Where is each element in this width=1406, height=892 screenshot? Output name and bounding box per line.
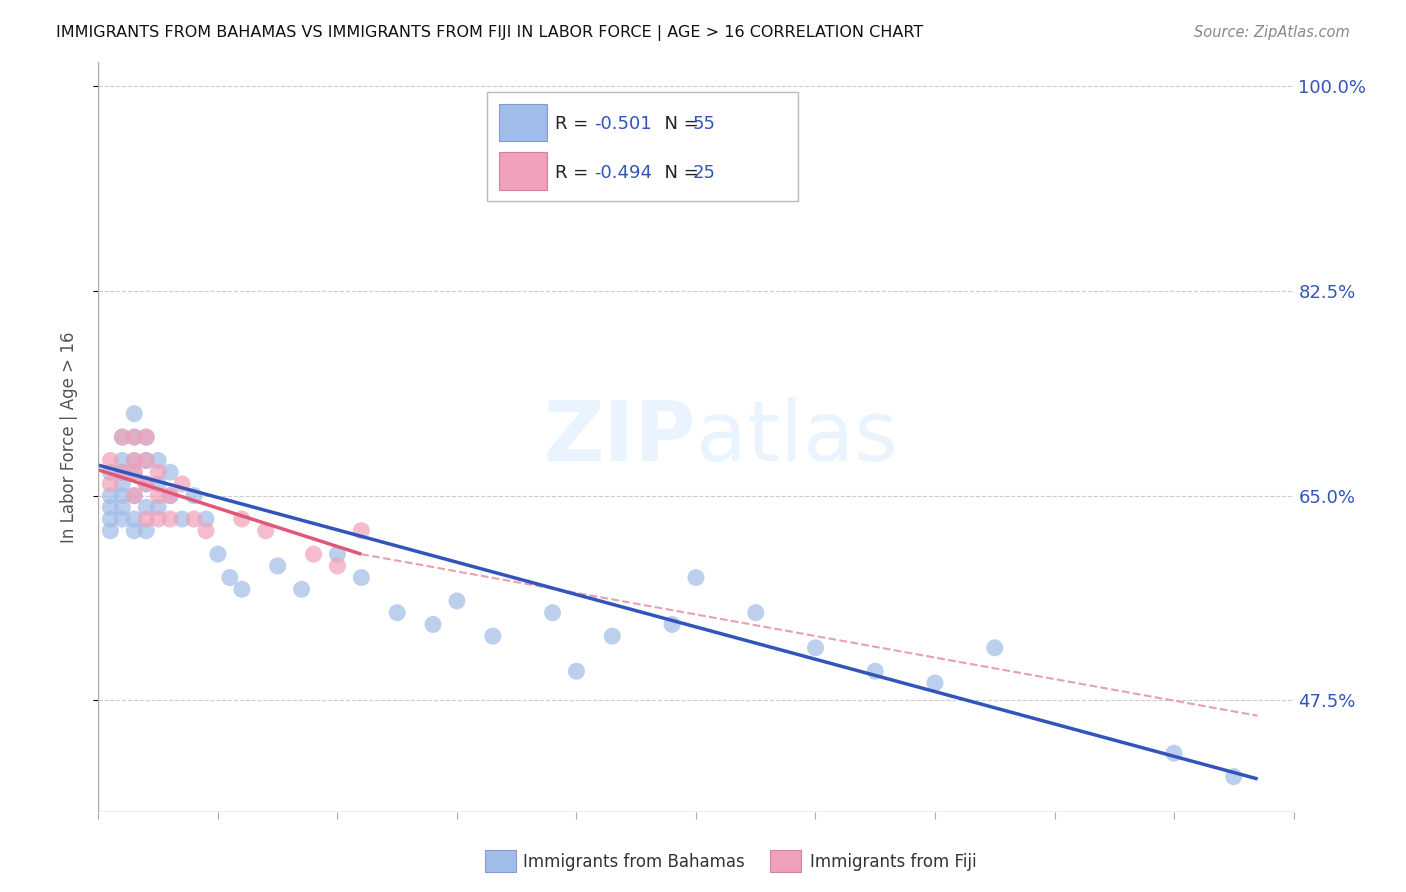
Point [172, 512, 194, 526]
Point [148, 465, 170, 479]
Point [124, 524, 146, 538]
Point [148, 476, 170, 491]
Point [422, 617, 444, 632]
Point [124, 407, 146, 421]
Text: Immigrants from Bahamas: Immigrants from Bahamas [523, 853, 745, 871]
Point [135, 430, 157, 444]
Point [446, 594, 468, 608]
Point [135, 524, 157, 538]
Point [111, 465, 134, 479]
Text: Source: ZipAtlas.com: Source: ZipAtlas.com [1194, 25, 1350, 40]
Text: N =: N = [652, 164, 704, 182]
Point [98, 453, 122, 467]
Point [159, 512, 181, 526]
Point [124, 430, 146, 444]
Text: 25: 25 [692, 164, 716, 182]
Point [98, 465, 122, 479]
Point [135, 500, 157, 515]
Point [135, 476, 157, 491]
Point [124, 453, 146, 467]
Point [98, 489, 122, 503]
Point [350, 571, 373, 585]
FancyBboxPatch shape [486, 93, 797, 201]
Point [350, 524, 373, 538]
Text: 55: 55 [692, 115, 716, 133]
Point [602, 629, 624, 643]
Point [98, 500, 122, 515]
Point [159, 489, 181, 503]
Text: atlas: atlas [696, 397, 897, 477]
Point [865, 664, 887, 678]
Point [326, 558, 349, 573]
Text: N =: N = [652, 115, 704, 133]
Bar [499, 103, 547, 141]
Point [135, 453, 157, 467]
Point [482, 629, 505, 643]
Point [745, 606, 768, 620]
Point [124, 465, 146, 479]
Point [111, 489, 134, 503]
Point [541, 606, 564, 620]
Point [804, 640, 827, 655]
Text: -0.494: -0.494 [595, 164, 652, 182]
Point [302, 547, 325, 561]
Text: Immigrants from Fiji: Immigrants from Fiji [810, 853, 977, 871]
Point [111, 512, 134, 526]
Point [124, 489, 146, 503]
Point [124, 512, 146, 526]
Text: R =: R = [555, 164, 593, 182]
Point [326, 547, 349, 561]
Text: -0.501: -0.501 [595, 115, 652, 133]
Point [148, 489, 170, 503]
Point [111, 500, 134, 515]
Point [148, 512, 170, 526]
Point [207, 547, 229, 561]
Point [195, 512, 218, 526]
Point [159, 465, 181, 479]
Point [565, 664, 588, 678]
Point [111, 465, 134, 479]
Point [267, 558, 290, 573]
Point [124, 453, 146, 467]
Point [135, 453, 157, 467]
Y-axis label: In Labor Force | Age > 16: In Labor Force | Age > 16 [59, 331, 77, 543]
Point [98, 512, 122, 526]
Point [124, 465, 146, 479]
Point [1163, 746, 1185, 760]
Point [685, 571, 707, 585]
Point [135, 476, 157, 491]
Text: ZIP: ZIP [544, 397, 696, 477]
Point [924, 676, 946, 690]
Bar [499, 153, 547, 190]
Point [231, 582, 253, 597]
Point [135, 430, 157, 444]
Point [254, 524, 277, 538]
Point [661, 617, 683, 632]
Point [219, 571, 242, 585]
Point [159, 489, 181, 503]
Point [291, 582, 314, 597]
Point [135, 512, 157, 526]
Point [124, 430, 146, 444]
Point [195, 524, 218, 538]
Point [231, 512, 253, 526]
Point [98, 476, 122, 491]
Point [111, 453, 134, 467]
Point [124, 489, 146, 503]
Point [111, 430, 134, 444]
Point [1223, 770, 1246, 784]
Point [111, 476, 134, 491]
Point [183, 489, 205, 503]
Point [385, 606, 409, 620]
Point [148, 453, 170, 467]
Text: R =: R = [555, 115, 593, 133]
Point [98, 524, 122, 538]
Text: IMMIGRANTS FROM BAHAMAS VS IMMIGRANTS FROM FIJI IN LABOR FORCE | AGE > 16 CORREL: IMMIGRANTS FROM BAHAMAS VS IMMIGRANTS FR… [56, 25, 924, 41]
Point [172, 476, 194, 491]
Point [183, 512, 205, 526]
Point [984, 640, 1007, 655]
Point [148, 500, 170, 515]
Point [111, 430, 134, 444]
